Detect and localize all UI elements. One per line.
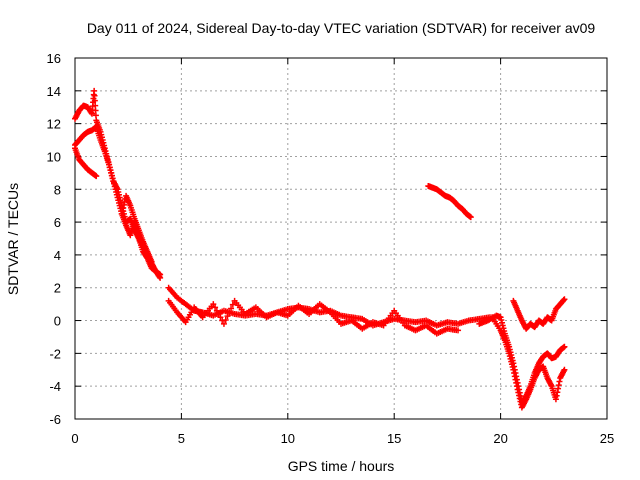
y-tick-label: 12 — [47, 117, 61, 132]
x-tick-label: 10 — [281, 431, 295, 446]
data-point — [93, 173, 100, 180]
x-tick-label: 5 — [178, 431, 185, 446]
data-layer — [72, 87, 568, 411]
data-point — [224, 313, 231, 320]
data-point — [455, 327, 462, 334]
y-tick-label: 0 — [54, 314, 61, 329]
data-point — [215, 310, 222, 317]
data-point — [220, 320, 227, 327]
data-point — [229, 301, 236, 308]
data-point — [561, 343, 568, 350]
data-point — [213, 307, 220, 314]
y-tick-label: 4 — [54, 248, 61, 263]
data-point — [222, 316, 229, 323]
chart-title: Day 011 of 2024, Sidereal Day-to-day VTE… — [87, 20, 596, 36]
series-trace-9 — [489, 314, 568, 411]
x-axis-label: GPS time / hours — [288, 458, 395, 474]
data-point — [561, 366, 568, 373]
x-tick-label: 20 — [493, 431, 507, 446]
data-point — [212, 304, 219, 311]
data-point — [226, 309, 233, 316]
y-tick-label: 10 — [47, 149, 61, 164]
plot-frame — [74, 57, 608, 420]
x-tick-label: 0 — [71, 431, 78, 446]
y-tick-label: 14 — [47, 84, 61, 99]
y-tick-label: -2 — [49, 346, 61, 361]
series-trace-4 — [118, 192, 155, 265]
y-tick-label: 6 — [54, 215, 61, 230]
data-point — [561, 296, 568, 303]
y-tick-label: 8 — [54, 182, 61, 197]
y-tick-label: -6 — [49, 412, 61, 427]
series-trace-10 — [510, 296, 568, 332]
data-point — [210, 301, 217, 308]
y-tick-label: 16 — [47, 51, 61, 66]
data-point — [217, 314, 224, 321]
data-point — [148, 258, 155, 265]
series-trace-7 — [425, 182, 474, 221]
data-point — [157, 271, 164, 278]
grid-layer — [75, 58, 607, 419]
series-trace-3 — [72, 145, 100, 180]
y-tick-label: 2 — [54, 281, 61, 296]
x-tick-label: 15 — [387, 431, 401, 446]
tick-layer: 0 5 10 15 20 25 -6 -4 -2 0 2 4 6 8 10 12 14 16 — [47, 51, 615, 446]
series-trace-6 — [165, 297, 462, 337]
y-tick-label: -4 — [49, 379, 61, 394]
x-tick-label: 25 — [600, 431, 614, 446]
data-point — [228, 305, 235, 312]
data-point — [467, 214, 474, 221]
y-axis-label: SDTVAR / TECUs — [5, 183, 21, 295]
